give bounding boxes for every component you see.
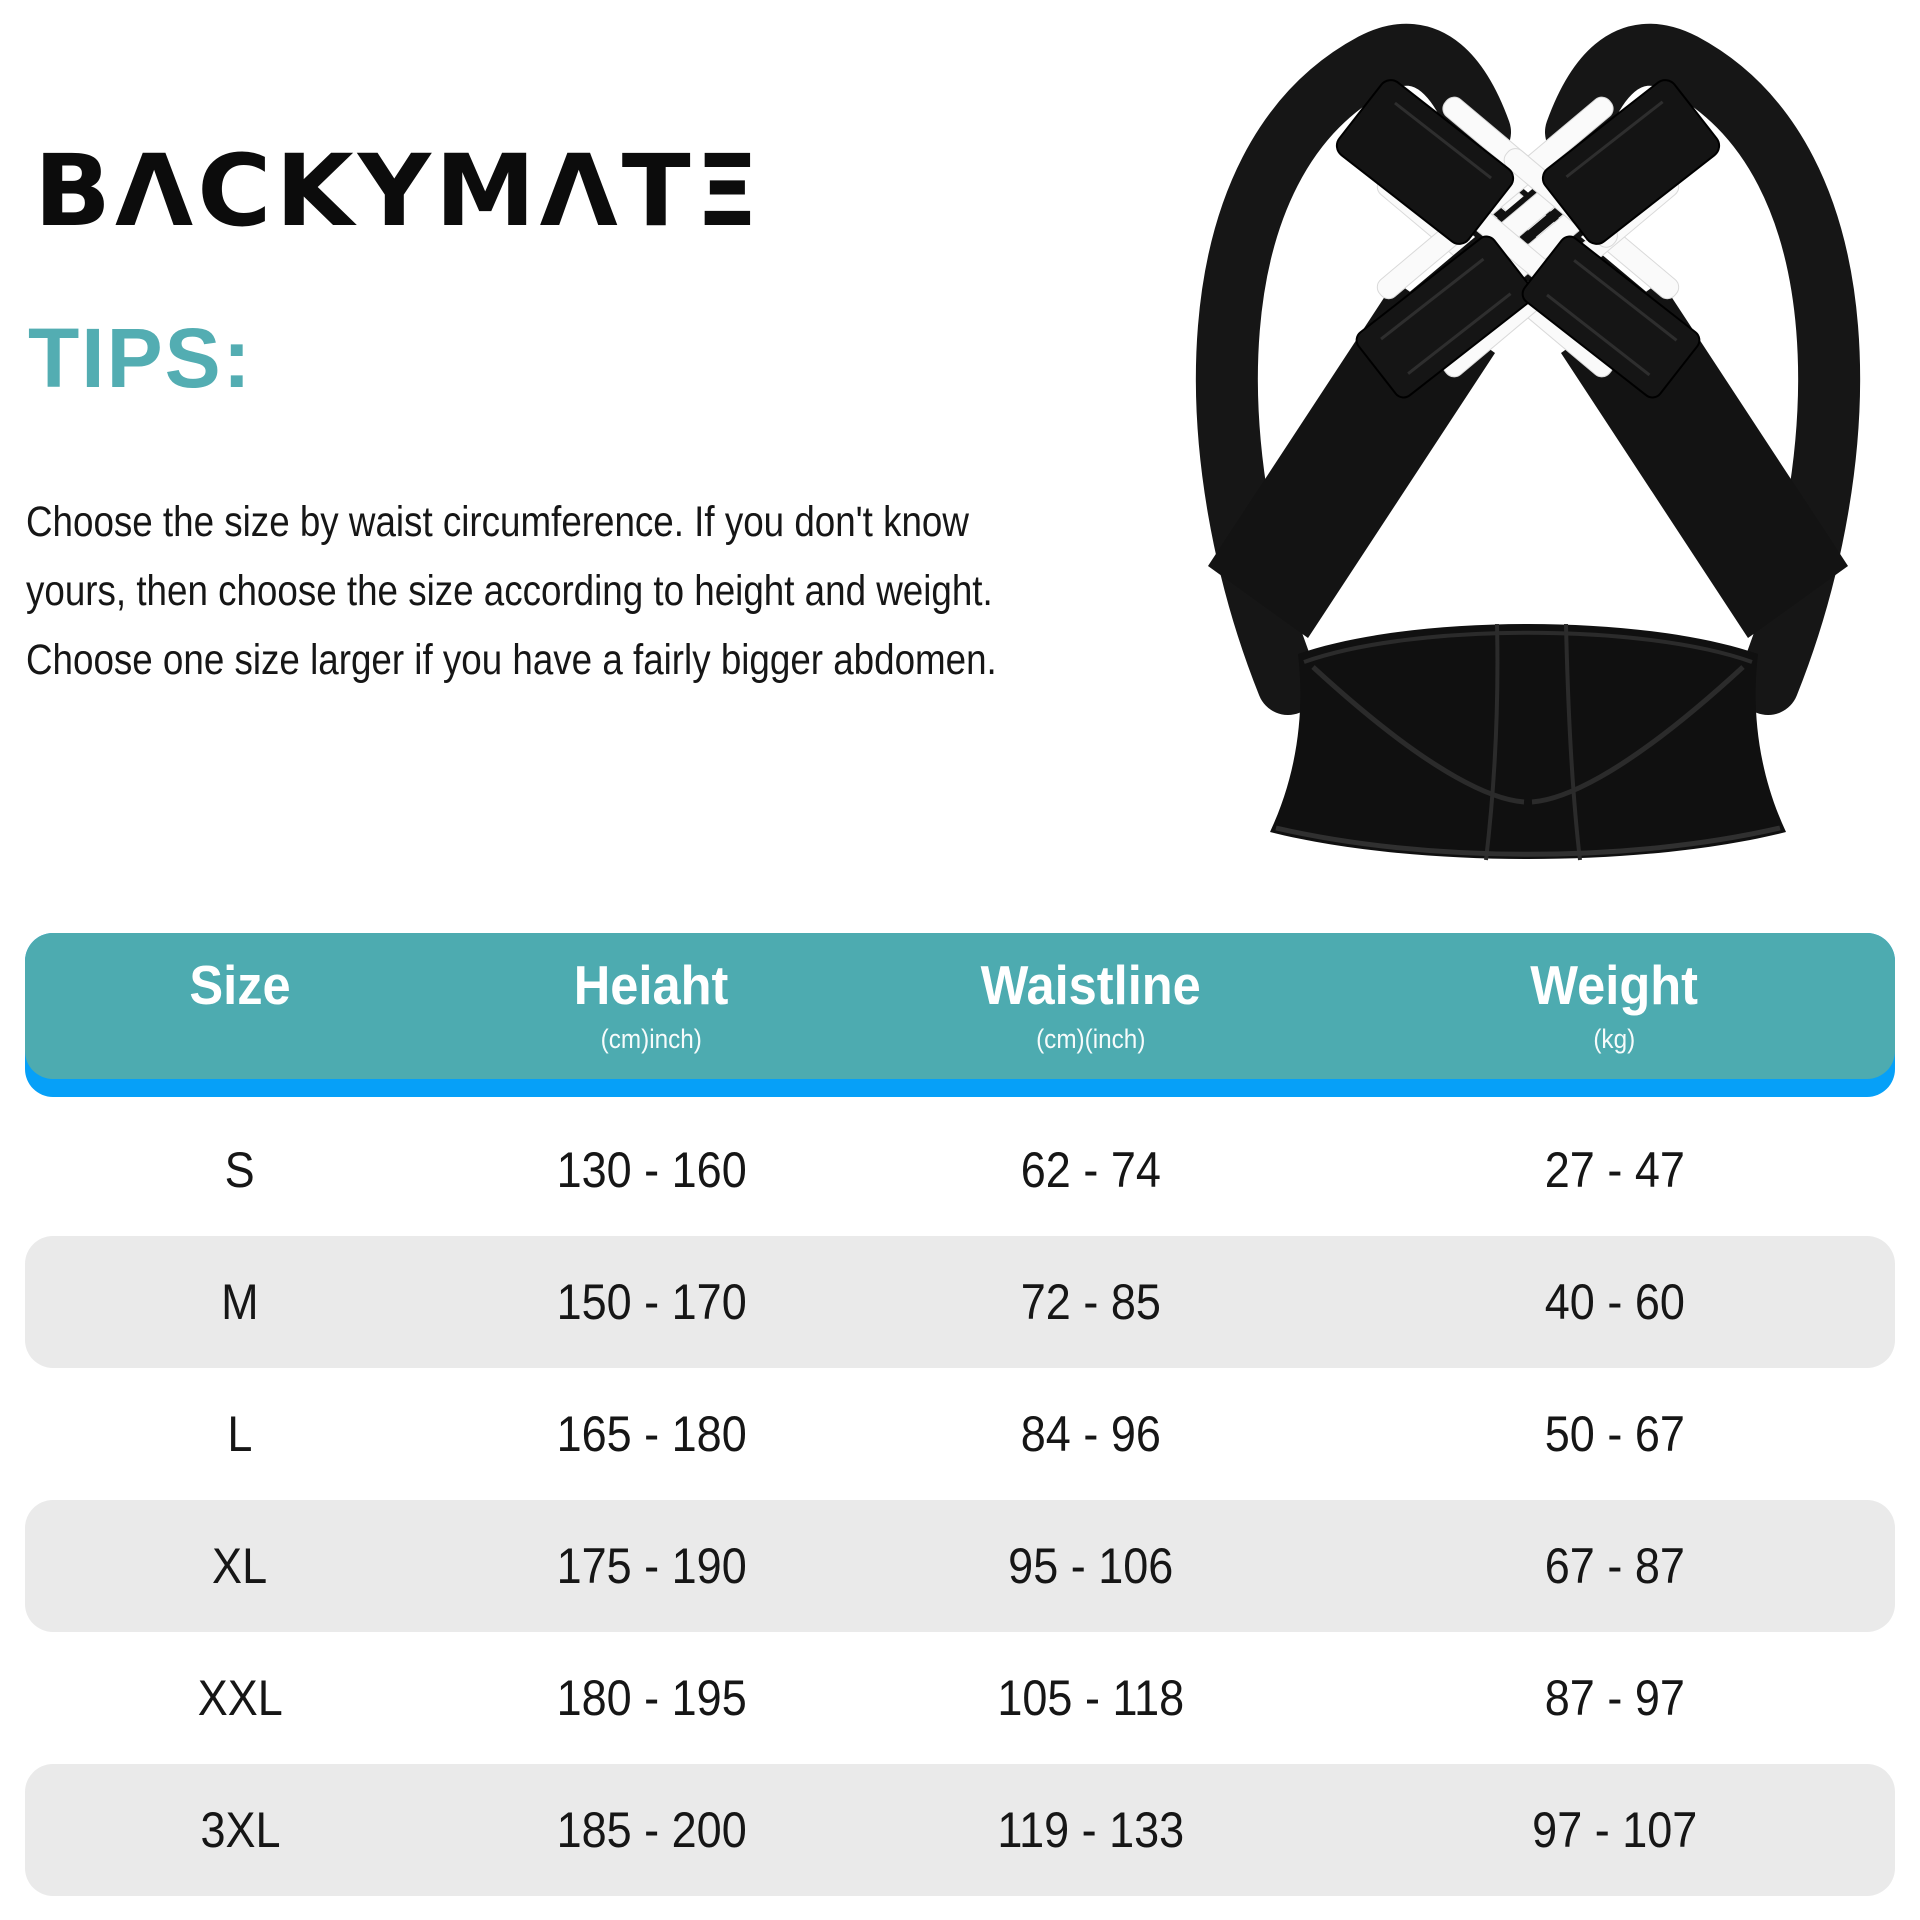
column-label: Waistline — [980, 954, 1201, 1016]
chart-header: Size Heiaht (cm)inch) Waistline (cm)(inc… — [25, 933, 1895, 1079]
column-label: Weight — [1530, 954, 1699, 1016]
size-cell: XL — [212, 1538, 268, 1594]
size-cell: M — [221, 1274, 259, 1330]
weight-cell: 87 - 97 — [1544, 1670, 1685, 1726]
column-label: Heiaht — [574, 954, 729, 1016]
column-header-weight: Weight (kg) — [1334, 933, 1895, 1053]
posture-corrector-illustration — [1195, 23, 1861, 861]
waistline-cell: 84 - 96 — [1020, 1406, 1161, 1462]
size-cell: S — [225, 1142, 256, 1198]
table-row-xxl: XXL 180 - 195 105 - 118 87 - 97 — [25, 1632, 1895, 1764]
table-row-xl: XL 175 - 190 95 - 106 67 - 87 — [25, 1500, 1895, 1632]
size-cell: 3XL — [200, 1802, 281, 1858]
column-header-waistline: Waistline (cm)(inch) — [848, 933, 1334, 1053]
column-sub-label: (cm)(inch) — [1036, 1023, 1146, 1054]
weight-cell: 50 - 67 — [1544, 1406, 1685, 1462]
column-header-size: Size — [25, 933, 455, 1053]
column-sub-label: (cm)inch) — [600, 1023, 703, 1054]
chart-header-blue-bar: Size Heiaht (cm)inch) Waistline (cm)(inc… — [25, 933, 1895, 1097]
waistline-cell: 72 - 85 — [1020, 1274, 1161, 1330]
height-cell: 130 - 160 — [556, 1142, 747, 1198]
column-header-height: Heiaht (cm)inch) — [455, 933, 848, 1053]
waistline-cell: 62 - 74 — [1020, 1142, 1161, 1198]
table-row-s: S 130 - 160 62 - 74 27 - 47 — [25, 1104, 1895, 1236]
weight-cell: 27 - 47 — [1544, 1142, 1685, 1198]
weight-cell: 97 - 107 — [1531, 1802, 1698, 1858]
height-cell: 175 - 190 — [556, 1538, 747, 1594]
column-label: Size — [189, 954, 291, 1016]
height-cell: 150 - 170 — [556, 1274, 747, 1330]
table-row-l: L 165 - 180 84 - 96 50 - 67 — [25, 1368, 1895, 1500]
product-image — [1108, 12, 1908, 872]
height-cell: 185 - 200 — [556, 1802, 747, 1858]
column-sub-label: (kg) — [1593, 1023, 1636, 1054]
waistline-cell: 105 - 118 — [997, 1670, 1185, 1726]
brand-logo: BΛCKYMΛTΞ — [34, 134, 763, 249]
size-cell: L — [227, 1406, 253, 1462]
tips-paragraph: Choose the size by waist circumference. … — [26, 498, 997, 684]
weight-cell: 40 - 60 — [1544, 1274, 1685, 1330]
size-cell: XXL — [197, 1670, 283, 1726]
waistline-cell: 119 - 133 — [997, 1802, 1185, 1858]
tips-heading: TIPS: — [28, 311, 253, 405]
size-chart-rows: S 130 - 160 62 - 74 27 - 47 M 150 - 170 … — [25, 1104, 1895, 1896]
size-chart: Size Heiaht (cm)inch) Waistline (cm)(inc… — [25, 933, 1895, 1097]
weight-cell: 67 - 87 — [1544, 1538, 1685, 1594]
table-row-3xl: 3XL 185 - 200 119 - 133 97 - 107 — [25, 1764, 1895, 1896]
height-cell: 165 - 180 — [556, 1406, 747, 1462]
height-cell: 180 - 195 — [556, 1670, 747, 1726]
table-row-m: M 150 - 170 72 - 85 40 - 60 — [25, 1236, 1895, 1368]
waistline-cell: 95 - 106 — [1008, 1538, 1174, 1594]
